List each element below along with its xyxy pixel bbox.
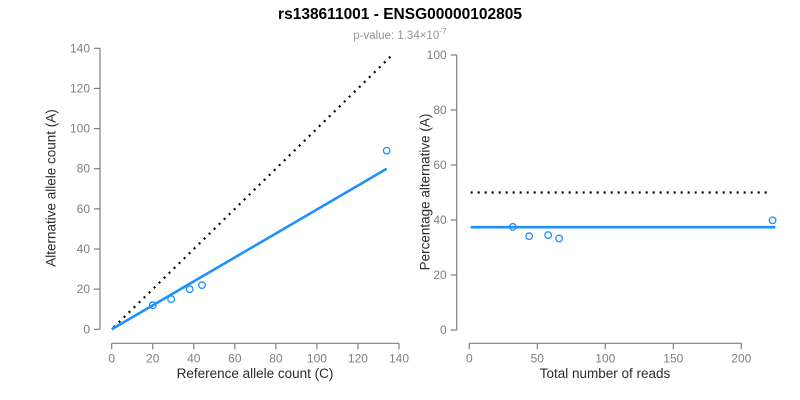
data-point [508,222,517,231]
y-tick-label: 0 [440,323,447,337]
y-tick-label: 100 [70,122,90,136]
y-tick-label: 20 [77,282,91,296]
x-tick-label: 60 [228,351,242,365]
left-x-axis-label: Reference allele count (C) [176,366,334,381]
y-tick-label: 60 [77,202,91,216]
y-tick-label: 80 [433,103,447,117]
y-tick-label: 60 [433,158,447,172]
data-point [544,231,553,240]
x-tick-label: 40 [187,351,201,365]
data-point [768,216,777,225]
x-tick-label: 0 [466,351,473,365]
y-tick-label: 80 [77,162,91,176]
x-tick-label: 100 [307,351,327,365]
data-point [525,232,534,241]
data-point [382,146,391,155]
fitted-line [111,167,388,331]
right-plot-group: 0 20 40 60 80 100 0 50 100 150 200 [427,48,777,365]
x-tick-label: 50 [531,351,545,365]
page-title: rs138611001 - ENSG00000102805 [278,6,522,23]
data-point [167,295,176,304]
p-value-text: p-value: 1.34×10 [353,29,440,42]
y-tick-label: 40 [433,213,447,227]
right-y-axis-label: Percentage alternative (A) [417,113,433,271]
right-x-axis-label: Total number of reads [539,366,671,381]
y-tick-label: 100 [427,48,447,62]
y-tick-label: 20 [433,268,447,282]
data-point [555,234,564,243]
x-tick-label: 120 [348,351,368,365]
left-plot-group: 0 20 40 60 80 100 120 140 0 20 40 60 80 100 120 140 [70,41,409,365]
data-point [198,281,206,290]
x-tick-label: 100 [595,351,615,365]
x-tick-label: 200 [731,351,751,365]
data-point [148,301,157,310]
y-tick-label: 40 [77,242,91,256]
x-tick-label: 0 [108,351,115,365]
y-tick-label: 0 [83,322,90,336]
x-tick-label: 80 [269,351,283,365]
data-point [185,285,194,294]
left-y-axis-label: Alternative allele count (A) [43,109,59,267]
x-tick-label: 150 [663,351,683,365]
x-tick-label: 20 [146,351,160,365]
p-value-subtitle: p-value: 1.34×10-7 [0,26,800,42]
x-tick-label: 140 [389,351,409,365]
p-value-exponent: -7 [439,26,447,36]
y-tick-label: 140 [70,41,90,55]
y-tick-label: 120 [70,81,90,95]
expected-50pct-line [112,55,392,329]
